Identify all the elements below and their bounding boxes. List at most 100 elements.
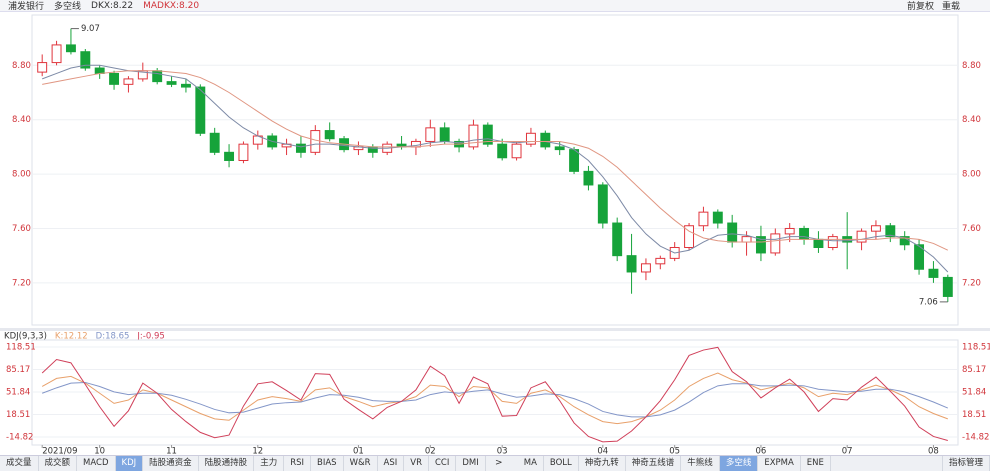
price-line [42, 70, 949, 251]
candle-body [942, 276, 953, 297]
toolbar: 浦发银行 多空线 DKX:8.22 MADKX:8.20 前复权 重载 [0, 0, 990, 12]
indicator-tab[interactable]: 成交量 [0, 456, 39, 471]
indicator-tab[interactable]: KDJ [115, 456, 144, 471]
tab-arrow[interactable]: > [494, 458, 503, 468]
candle-body [180, 83, 191, 88]
indicator-tab[interactable]: CCI [429, 456, 457, 471]
x-tick-label: 11 [166, 447, 177, 456]
candle-body [784, 227, 795, 235]
candle-body [870, 225, 881, 232]
candle-body [684, 225, 695, 249]
candle-body [755, 236, 766, 254]
candle-body [525, 132, 536, 145]
x-tick-label: 10 [94, 447, 105, 456]
indicator-tab[interactable]: RSI [284, 456, 312, 471]
candle-body [310, 130, 321, 153]
x-tick-label: 03 [497, 447, 508, 456]
tab-bar: 成交量 成交额 MACD KDJ 陆股通资金 陆股通持股 主力 RSI BIAS W&R ASI VR… [0, 455, 990, 471]
indicator-tab[interactable]: MACD [77, 456, 116, 471]
indicator-label: K:12.12 [55, 332, 88, 342]
divider [0, 328, 990, 331]
y-tick-label: 18.51 [6, 410, 30, 420]
adjust-button[interactable]: 前复权 [906, 2, 934, 12]
candle-body [885, 225, 896, 238]
candle-body [511, 143, 522, 159]
candle-body [195, 86, 206, 134]
y-tick-label: 8.00 [12, 170, 31, 180]
indicator-tab[interactable]: 主力 [254, 456, 285, 471]
indicator-label: KDJ(9,3,3) [4, 332, 47, 342]
overlay-tab[interactable]: 神奇五线谱 [626, 456, 682, 471]
indicator-tab[interactable]: ASI [378, 456, 405, 471]
y-tick-label-right: 8.00 [962, 170, 981, 180]
indicator-tab[interactable]: 陆股通持股 [199, 456, 255, 471]
indicator-tab[interactable]: DMI [456, 456, 486, 471]
manage-button[interactable]: 指标管理 [941, 456, 990, 471]
indicator-tab[interactable]: BIAS [311, 456, 344, 471]
chart: 7.20 7.20 7.60 7.60 8.00 8.00 8.40 8.40 8.80 8.80… [0, 14, 990, 456]
high-label: 9.07 [81, 24, 100, 34]
y-tick-label-right: -14.82 [962, 432, 989, 442]
y-tick-label: 7.60 [12, 224, 31, 234]
overlay-tab[interactable]: 神奇九转 [579, 456, 626, 471]
candle-body [166, 81, 177, 85]
candle-body [813, 238, 824, 248]
y-tick-label: 51.84 [6, 388, 30, 398]
candle-body [827, 236, 838, 248]
candle-body [65, 44, 76, 53]
candle-body [425, 127, 436, 142]
y-tick-label-right: 8.40 [962, 115, 981, 125]
price-panel [31, 14, 959, 326]
indicator-tab[interactable]: 成交额 [39, 456, 78, 471]
y-tick-label: 8.40 [12, 115, 31, 125]
candle-body [741, 236, 752, 243]
overlay-tab[interactable]: EXPMA [758, 456, 801, 471]
candle-body [109, 72, 120, 85]
y-tick-label-right: 7.60 [962, 224, 981, 234]
candle-body [540, 132, 551, 148]
candle-body [295, 143, 306, 153]
candle-body [698, 211, 709, 227]
dkx-value: DKX:8.22 [91, 0, 134, 11]
x-tick-label: 01 [353, 447, 364, 456]
candle-body [439, 127, 450, 142]
overlay-tab[interactable]: 多空线 [719, 456, 759, 471]
toolbar-right: 前复权 重载 [907, 0, 990, 12]
y-tick-label: 7.20 [12, 278, 31, 288]
y-tick-label-right: 8.80 [962, 61, 981, 71]
indicator-name: 多空线 [54, 2, 82, 12]
candle-body [209, 132, 220, 153]
x-tick-label: 06 [756, 447, 767, 456]
indicator-tab[interactable]: VR [404, 456, 429, 471]
overlay-tab[interactable]: 牛熊线 [681, 456, 720, 471]
candle-body [583, 170, 594, 186]
reload-button[interactable]: 重载 [941, 2, 960, 12]
y-tick-label: 85.17 [6, 365, 30, 375]
candle-body [612, 222, 623, 257]
candle-body [712, 211, 723, 224]
x-tick-label: 05 [669, 447, 680, 456]
y-tick-label: 8.80 [12, 61, 31, 71]
overlay-tab[interactable]: ENE [801, 456, 831, 471]
candle-body [597, 184, 608, 224]
x-tick-label: 02 [425, 447, 436, 456]
candle-body [928, 268, 939, 278]
y-tick-label-right: 85.17 [962, 365, 986, 375]
indicator-tab[interactable]: W&R [344, 456, 378, 471]
overlay-tab[interactable]: BOLL [544, 456, 579, 471]
candle-body [770, 233, 781, 254]
candle-body [37, 62, 48, 73]
y-tick-label: 118.51 [6, 343, 36, 353]
candle-body [468, 124, 479, 148]
y-tick-label-right: 7.20 [962, 278, 981, 288]
candle-body [324, 130, 335, 140]
candle-body [238, 143, 249, 161]
candle-body [94, 67, 105, 74]
y-tick-label: -14.82 [6, 432, 33, 442]
indicator-tab[interactable]: 陆股通资金 [143, 456, 199, 471]
stock-name: 浦发银行 [8, 2, 45, 12]
candle-body [51, 44, 62, 64]
x-tick-label: 08 [928, 447, 939, 456]
overlay-tab[interactable]: MA [518, 456, 544, 471]
